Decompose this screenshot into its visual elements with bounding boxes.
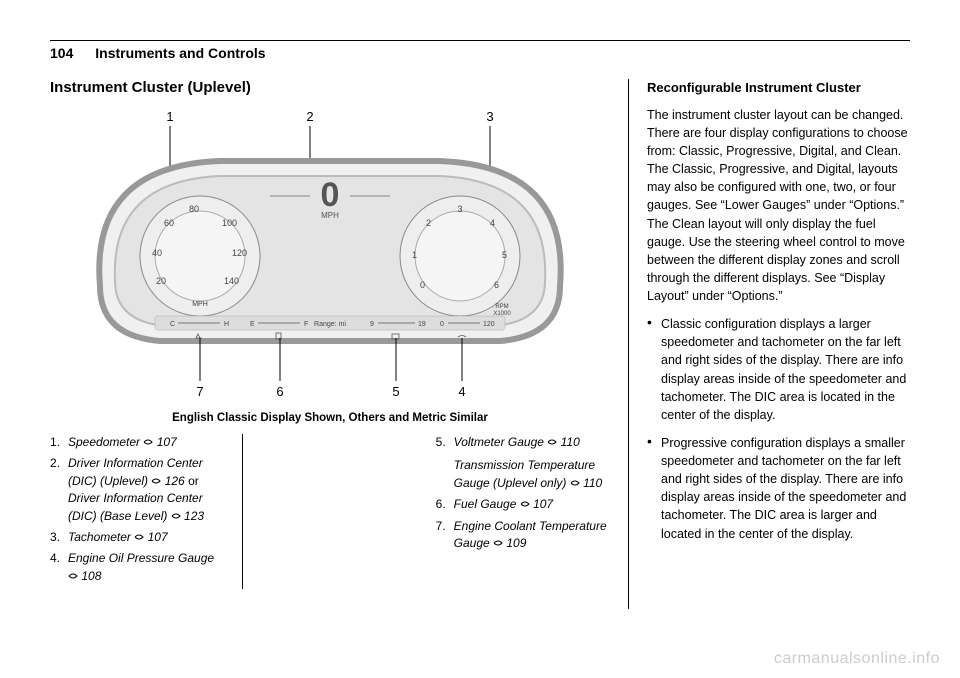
figure-caption: English Classic Display Shown, Others an… [50,412,610,424]
legend-columns: 1. Speedometer 107 2. Driver Information… [50,434,610,589]
svg-text:5: 5 [502,250,507,260]
svg-text:F: F [304,321,308,328]
chapter-title: Instruments and Controls [95,45,265,61]
legend-item: 1. Speedometer 107 [50,434,224,451]
right-column: Reconfigurable Instrument Cluster The in… [647,79,910,609]
svg-text:6: 6 [494,280,499,290]
svg-text:E: E [250,321,255,328]
bullet-icon: • [647,434,661,543]
svg-text:20: 20 [156,276,166,286]
page: 104 Instruments and Controls Instrument … [0,0,960,678]
legend-item: 2. Driver Information Center (DIC) (Uple… [50,455,224,525]
link-icon [493,536,503,546]
callout-2: 2 [306,109,313,124]
speed-value: 0 [321,176,340,214]
left-column: Instrument Cluster (Uplevel) 1 2 3 [50,79,610,609]
bullet-icon: • [647,315,661,424]
legend-item: 3. Tachometer 107 [50,529,224,546]
svg-text:0: 0 [420,280,425,290]
bullet-item: •Classic configuration displays a larger… [647,315,910,424]
callout-4: 4 [458,384,465,399]
right-paragraph: The instrument cluster layout can be cha… [647,106,910,305]
page-header: 104 Instruments and Controls [50,45,910,61]
speed-unit: MPH [321,211,339,220]
svg-text:140: 140 [224,276,239,286]
svg-text:C: C [170,321,175,328]
cluster-svg: 1 2 3 0 MPH [60,106,600,406]
callout-7: 7 [196,384,203,399]
section-title: Instrument Cluster (Uplevel) [50,79,610,96]
svg-text:100: 100 [222,218,237,228]
svg-text:4: 4 [490,218,495,228]
legend-item: 7. Engine Coolant Temperature Gauge 109 [436,518,610,553]
svg-text:MPH: MPH [192,301,208,308]
svg-text:19: 19 [418,321,426,328]
svg-text:60: 60 [164,218,174,228]
legend-item: 5. Voltmeter Gauge 110 Transmission Temp… [436,434,610,492]
link-icon [134,530,144,540]
right-title: Reconfigurable Instrument Cluster [647,79,910,98]
svg-text:80: 80 [189,204,199,214]
bullet-list: •Classic configuration displays a larger… [647,315,910,543]
link-icon [547,435,557,445]
callout-1: 1 [166,109,173,124]
svg-text:H: H [224,321,229,328]
bullet-item: •Progressive configuration displays a sm… [647,434,910,543]
svg-text:3: 3 [457,204,462,214]
link-icon [171,509,181,519]
speedometer-gauge: 20 40 60 80 100 120 140 MPH [140,196,260,316]
columns: Instrument Cluster (Uplevel) 1 2 3 [50,79,910,609]
link-icon [68,569,78,579]
legend-col-a: 1. Speedometer 107 2. Driver Information… [50,434,224,589]
page-number: 104 [50,45,73,61]
svg-text:40: 40 [152,248,162,258]
link-icon [151,474,161,484]
legend-item: 4. Engine Oil Pressure Gauge 108 [50,550,224,585]
callout-6: 6 [276,384,283,399]
legend-col-b: 5. Voltmeter Gauge 110 Transmission Temp… [436,434,610,589]
link-icon [143,435,153,445]
link-icon [520,497,530,507]
svg-text:2: 2 [426,218,431,228]
header-rule [50,40,910,41]
column-divider [628,79,629,609]
legend-item: 6. Fuel Gauge 107 [436,496,610,513]
callout-3: 3 [486,109,493,124]
svg-text:120: 120 [232,248,247,258]
svg-text:Range: mi: Range: mi [314,321,346,328]
tachometer-gauge: 0 1 2 3 4 5 6 RPM X1000 [400,196,520,317]
tacho-label: RPM [495,304,508,310]
svg-text:9: 9 [370,321,374,328]
svg-text:120: 120 [483,321,495,328]
callout-5: 5 [392,384,399,399]
svg-text:1: 1 [412,250,417,260]
legend-divider [242,434,417,589]
cluster-figure: 1 2 3 0 MPH [60,106,600,406]
link-icon [570,476,580,486]
watermark: carmanualsonline.info [774,650,940,668]
svg-text:0: 0 [440,321,444,328]
